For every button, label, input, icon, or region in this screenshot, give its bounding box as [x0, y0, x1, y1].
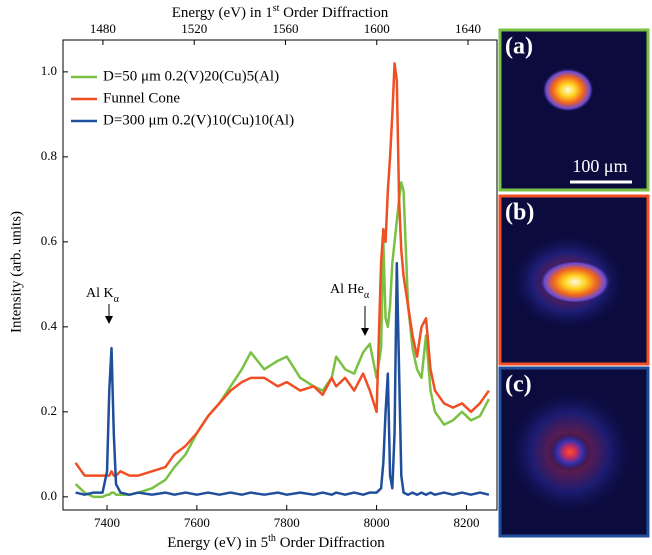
legend-label: D=300 μm 0.2(V)10(Cu)10(Al)	[103, 112, 294, 128]
beam-spot	[548, 432, 592, 472]
y-tick-label: 0.8	[41, 148, 57, 163]
y-tick-label: 0.2	[41, 403, 57, 418]
arrow-head	[105, 316, 113, 324]
x-tick-label: 8000	[364, 515, 390, 530]
beam-spot	[539, 260, 611, 304]
x2-tick-label: 1600	[364, 21, 390, 36]
annotation: Al Heα	[330, 282, 370, 301]
x2-label-part: Order Diffraction	[279, 5, 388, 21]
x-label-part: Order Diffraction	[276, 535, 385, 551]
y-tick-label: 1.0	[41, 63, 57, 78]
panel-label: (b)	[505, 200, 534, 226]
panel-label: (a)	[505, 34, 533, 60]
x-label-sup: th	[268, 533, 276, 544]
y-tick-label: 0.4	[41, 318, 58, 333]
annotation: Al Kα	[86, 286, 120, 305]
annotation-text: Al K	[86, 286, 114, 301]
x-axis-label: Energy (eV) in 5th Order Diffraction	[167, 533, 385, 551]
annotation-sub: α	[364, 290, 370, 301]
x2-tick-label: 1640	[455, 21, 481, 36]
plot-frame	[63, 40, 497, 510]
arrow-head	[361, 328, 369, 336]
y-tick-label: 0.0	[41, 488, 57, 503]
figure: Intensity (arb. units) Energy (eV) in 5t…	[0, 0, 652, 555]
x2-axis-label: Energy (eV) in 1st Order Diffraction	[172, 3, 389, 21]
scale-label: 100 μm	[572, 156, 627, 176]
x2-tick-label: 1560	[272, 21, 298, 36]
x2-tick-label: 1520	[181, 21, 207, 36]
y-axis-label: Intensity (arb. units)	[8, 211, 24, 333]
annotation-sub: α	[114, 294, 120, 305]
beam-spot	[542, 68, 594, 112]
x-tick-label: 7800	[274, 515, 300, 530]
x-tick-label: 7600	[184, 515, 210, 530]
panel-label: (c)	[505, 372, 532, 398]
x-tick-label: 7400	[94, 515, 120, 530]
image-panels: (a) 100 μm (b) (c)	[500, 30, 648, 536]
annotation-text: Al He	[330, 282, 364, 297]
x2-label-part: Energy (eV) in 1	[172, 5, 273, 21]
y-tick-label: 0.6	[41, 233, 58, 248]
page: {"chart_data": {"type": "line", "xlabel"…	[0, 0, 652, 555]
x-tick-label: 8200	[453, 515, 479, 530]
x2-tick-label: 1480	[90, 21, 116, 36]
series-line	[76, 263, 489, 495]
legend-label: Funnel Cone	[103, 90, 180, 106]
x-label-part: Energy (eV) in 5	[167, 535, 268, 551]
plot: 0.0 0.2 0.4 0.6 0.8 1.0 7400 7600 7800 8000 8200 14…	[41, 21, 497, 530]
legend-label: D=50 μm 0.2(V)20(Cu)5(Al)	[103, 68, 279, 84]
